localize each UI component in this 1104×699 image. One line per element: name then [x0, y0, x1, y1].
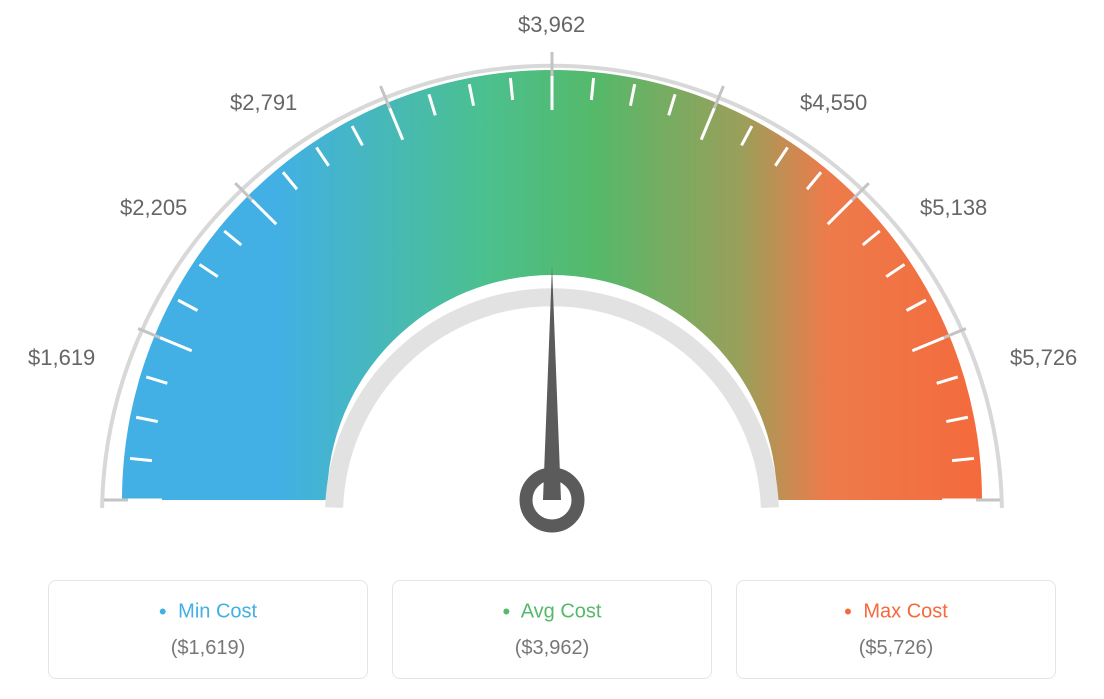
- legend-title: • Max Cost: [757, 599, 1035, 625]
- legend-title: • Min Cost: [69, 599, 347, 625]
- legend-value: ($1,619): [69, 637, 347, 660]
- gauge-tick-label: $2,791: [230, 90, 297, 116]
- gauge-tick-label: $5,138: [920, 195, 987, 221]
- legend-card-min: • Min Cost ($1,619): [48, 580, 368, 679]
- gauge-chart: $1,619$2,205$2,791$3,962$4,550$5,138$5,7…: [20, 20, 1084, 560]
- gauge-svg: [20, 20, 1084, 560]
- gauge-tick-label: $4,550: [800, 90, 867, 116]
- legend-label: Avg Cost: [521, 600, 602, 622]
- gauge-tick-label: $5,726: [1010, 345, 1077, 371]
- legend-label: Max Cost: [863, 600, 947, 622]
- gauge-tick-label: $2,205: [120, 195, 187, 221]
- gauge-tick-label: $3,962: [518, 12, 585, 38]
- legend-title: • Avg Cost: [413, 599, 691, 625]
- legend-row: • Min Cost ($1,619) • Avg Cost ($3,962) …: [20, 580, 1084, 679]
- legend-card-avg: • Avg Cost ($3,962): [392, 580, 712, 679]
- legend-value: ($5,726): [757, 637, 1035, 660]
- legend-value: ($3,962): [413, 637, 691, 660]
- legend-label: Min Cost: [178, 600, 257, 622]
- bullet-icon: •: [159, 599, 167, 624]
- gauge-tick-label: $1,619: [28, 345, 95, 371]
- legend-card-max: • Max Cost ($5,726): [736, 580, 1056, 679]
- bullet-icon: •: [844, 599, 852, 624]
- bullet-icon: •: [503, 599, 511, 624]
